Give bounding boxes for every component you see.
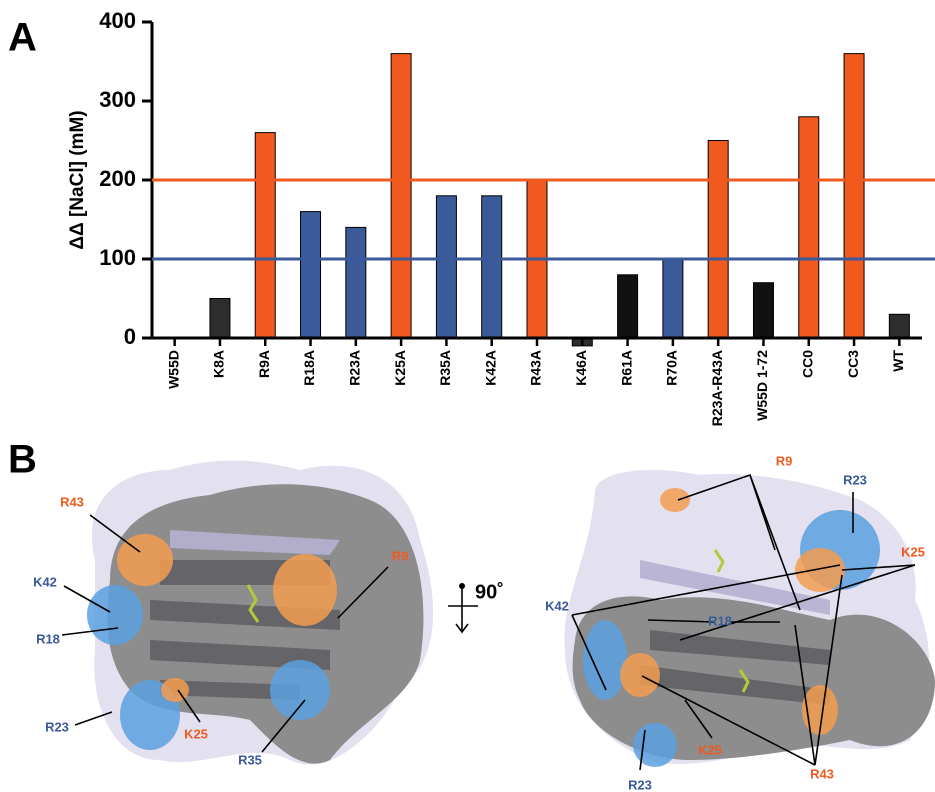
bar	[753, 283, 773, 338]
residue-label: K42	[33, 574, 57, 589]
residue-label: R18	[36, 631, 60, 646]
x-tick-label: R18A	[301, 350, 317, 386]
y-tick-label: 0	[124, 324, 136, 349]
residue-label: R9	[392, 548, 409, 563]
y-tick-label: 400	[99, 8, 136, 33]
x-tick-label: K42A	[482, 350, 498, 386]
y-tick-label: 300	[99, 87, 136, 112]
bar	[889, 314, 909, 338]
x-tick-label: R61A	[618, 350, 634, 386]
residue-label: R23	[628, 777, 652, 792]
figure: A B ΔΔ [NaCl] (mM)	[0, 0, 935, 792]
bar	[346, 227, 366, 338]
y-tick-label: 200	[99, 166, 136, 191]
x-tick-label: W55D	[165, 350, 181, 389]
x-tick-label: K46A	[573, 350, 589, 386]
residue-label: R43	[810, 766, 834, 781]
x-tick-label: R23A	[347, 350, 363, 386]
residue-label: R9	[776, 453, 793, 468]
panel-label: B	[8, 438, 37, 482]
residue-label: K25	[901, 544, 925, 559]
x-tick-label: R9A	[256, 350, 272, 378]
bar	[663, 259, 683, 338]
x-tick-label: R23A-R43A	[709, 350, 725, 426]
y-tick-label: 100	[99, 245, 136, 270]
residue-label: K25	[698, 742, 722, 757]
bar	[708, 141, 728, 339]
residue-label: R35	[238, 752, 262, 767]
residue-label: K42	[545, 598, 569, 613]
residue-label: R18	[708, 613, 732, 628]
bar	[799, 117, 819, 338]
x-tick-label: K8A	[211, 350, 227, 378]
bar	[436, 196, 456, 338]
panel-label: A	[8, 16, 37, 60]
y-axis-label: ΔΔ [NaCl] (mM)	[67, 110, 88, 249]
bar	[210, 299, 230, 339]
x-tick-label: R43A	[528, 350, 544, 386]
residue-label: R43	[60, 494, 84, 509]
bar	[482, 196, 502, 338]
bar	[391, 54, 411, 338]
residue-label: R23	[843, 472, 867, 487]
bar	[255, 133, 275, 338]
rotation-label: 90˚	[475, 580, 504, 603]
bar	[301, 212, 321, 338]
residue-label: R23	[45, 719, 69, 734]
bar	[618, 275, 638, 338]
bar	[844, 54, 864, 338]
x-tick-label: K25A	[392, 350, 408, 386]
x-tick-label: R35A	[437, 350, 453, 386]
structure-left	[87, 461, 433, 765]
x-tick-label: CC0	[799, 350, 815, 378]
x-tick-label: W55D 1-72	[754, 350, 770, 421]
x-tick-label: R70A	[664, 350, 680, 386]
x-tick-label: WT	[890, 350, 906, 372]
x-tick-label: CC3	[845, 350, 861, 378]
residue-label: K25	[184, 726, 208, 741]
